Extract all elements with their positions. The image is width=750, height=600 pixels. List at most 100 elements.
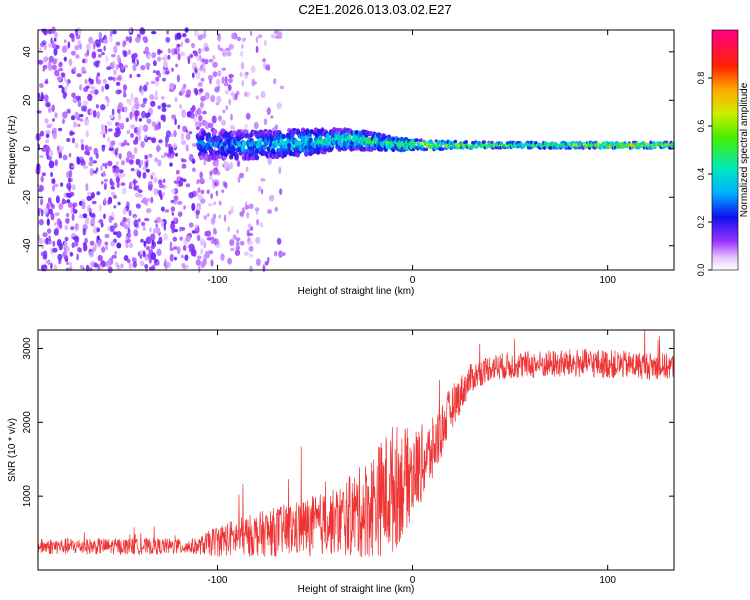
signal-cell <box>430 140 434 145</box>
spectrogram-cell <box>181 114 186 118</box>
spectrogram-cell <box>103 45 106 52</box>
spectrogram-cell <box>177 200 183 205</box>
spectrogram-cell <box>133 215 137 220</box>
spectrogram-cell <box>68 261 72 267</box>
spectrogram-cell <box>175 63 179 68</box>
spectrogram-cell <box>173 142 177 149</box>
snr-frame <box>37 329 675 571</box>
spectrogram-cell <box>75 95 81 100</box>
spectrogram-cell <box>67 202 73 208</box>
spectrogram-cell <box>149 227 152 233</box>
spectrogram-cell <box>136 73 141 78</box>
spectrogram-cell <box>120 173 126 178</box>
spectrogram-cell <box>64 236 69 242</box>
spectrogram-cell <box>95 104 99 109</box>
spectrogram-cell <box>229 161 233 170</box>
spectrogram-cell <box>97 254 103 262</box>
spectrogram-cell <box>163 61 168 69</box>
signal-cell <box>482 140 487 145</box>
spectrogram-cell <box>52 132 57 140</box>
spectrogram-cell <box>133 139 139 145</box>
spectrogram-cell <box>110 186 115 190</box>
spectrogram-cell <box>65 217 70 224</box>
spectrogram-cell <box>213 227 217 234</box>
spectrogram-cell <box>101 85 105 93</box>
spectrogram-cell <box>278 250 283 258</box>
spectrogram-cell <box>109 35 113 43</box>
spectrogram-cell <box>89 156 93 162</box>
spectrogram-cell <box>95 167 99 172</box>
spectrogram-cell <box>240 50 244 57</box>
spectrogram-cell <box>157 56 162 62</box>
spectrogram-cell <box>112 194 118 199</box>
spectrogram-cell <box>100 130 105 135</box>
spectrogram-cell <box>140 65 146 71</box>
spectrogram-cell <box>116 54 121 63</box>
spectrogram-cell <box>66 261 69 265</box>
spectrogram-cell <box>154 219 158 224</box>
spectrogram-cell <box>191 107 195 113</box>
signal-cell <box>201 141 206 147</box>
spectrogram-cell <box>89 213 96 218</box>
spectrogram-cell <box>255 95 259 100</box>
spectrogram-cell <box>141 221 146 227</box>
spectrogram-cell <box>267 157 272 165</box>
spectrogram-cell <box>150 233 156 242</box>
spectrogram-cell <box>102 170 106 177</box>
spectrogram-cell <box>196 55 200 62</box>
spectrogram-cell <box>181 163 187 169</box>
spectrogram-cell <box>132 261 137 268</box>
spectrogram-cell <box>142 250 146 258</box>
spectrogram-cell <box>86 191 92 196</box>
spectrogram-cell <box>203 160 207 166</box>
spectrogram-cell <box>108 128 113 132</box>
spectrogram-cell <box>259 221 264 228</box>
spectrogram-cell <box>200 189 205 195</box>
spectrogram-cell <box>54 212 60 217</box>
spectrogram-cell <box>113 205 117 209</box>
signal-cell <box>289 151 294 157</box>
spectrogram-cell <box>189 53 194 59</box>
spectrogram-cell <box>110 192 115 196</box>
spectrogram-cell <box>196 203 202 208</box>
spectrogram-cell <box>253 121 259 130</box>
spectrogram-cell <box>218 200 222 206</box>
signal-cell <box>434 139 438 143</box>
spectrogram-cell <box>223 82 229 87</box>
spectrogram-cell <box>268 195 275 202</box>
spectrogram-cell <box>163 223 166 231</box>
spectrogram-cell <box>187 57 191 65</box>
spectrogram-cell <box>138 125 144 131</box>
spectrogram-cell <box>165 36 171 43</box>
spectrogram-cell <box>107 136 111 143</box>
spectrogram-cell <box>164 152 168 157</box>
spectrogram-cell <box>170 223 176 230</box>
spectrogram-cell <box>198 115 203 122</box>
spectrogram-cell <box>130 133 134 138</box>
spectrogram-cell <box>176 246 181 255</box>
spectrogram-cell <box>102 78 107 84</box>
spectrogram-cell <box>54 159 58 167</box>
spectrogram-cell <box>262 264 266 273</box>
spectrogram-cell <box>68 153 72 158</box>
spectrogram-cell <box>191 143 197 147</box>
spectrogram-cell <box>169 82 175 90</box>
spectrogram-cell <box>130 124 136 130</box>
spectrogram-cell <box>245 166 249 172</box>
spectrogram-cell <box>155 223 158 228</box>
spectrogram-cell <box>118 113 121 121</box>
spectrogram-cell <box>279 85 285 90</box>
spectrogram-cell <box>140 141 145 148</box>
spectrogram-cell <box>41 40 47 46</box>
spectrogram-cell <box>69 131 75 136</box>
spectrogram-y-tick-label: 0 <box>22 146 33 152</box>
spectrogram-cell <box>241 80 245 87</box>
spectrogram-cell <box>84 52 89 57</box>
signal-cell <box>314 132 320 138</box>
spectrogram-cell <box>38 188 43 193</box>
spectrogram-cell <box>277 31 283 37</box>
spectrogram-cell <box>145 81 149 86</box>
spectrogram-cell <box>120 263 124 269</box>
spectrogram-cell <box>62 118 65 125</box>
spectrogram-cell <box>80 143 85 151</box>
